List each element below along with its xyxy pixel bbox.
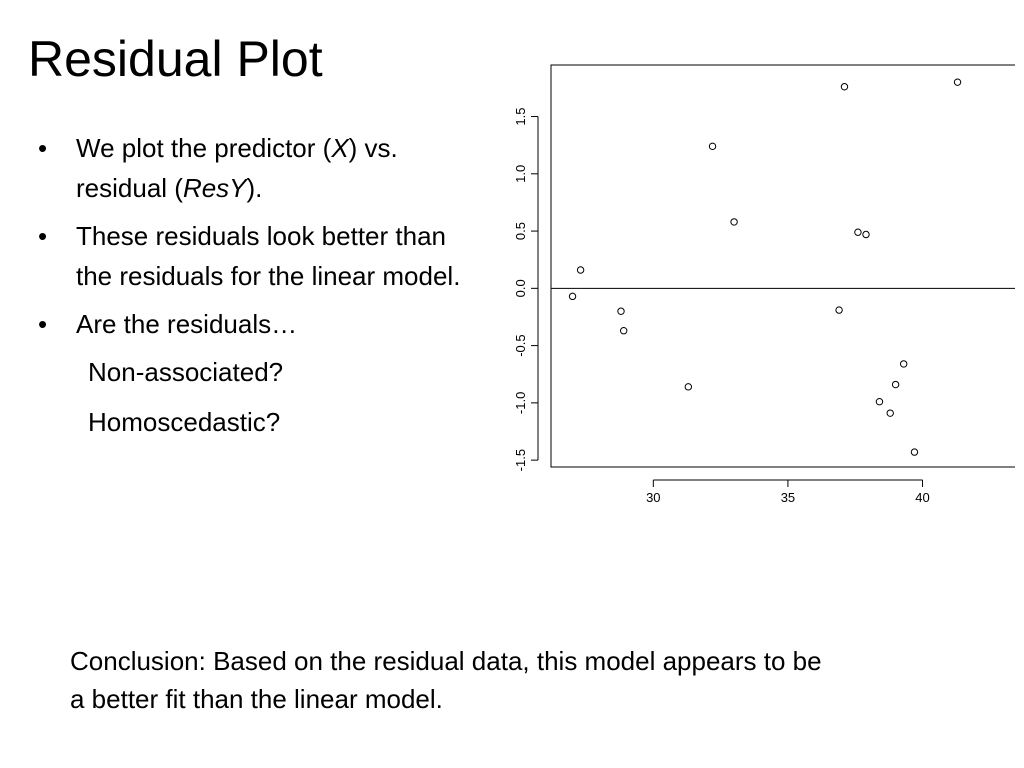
- scatter-point: [886, 409, 894, 417]
- bullet-dot-icon: •: [38, 309, 48, 339]
- y-tick-label: 0.0: [513, 279, 528, 297]
- y-tick-label: 1.5: [513, 107, 528, 125]
- bullet-text: These residuals look better than the res…: [76, 221, 461, 291]
- y-tick-label: 0.5: [513, 222, 528, 240]
- scatter-point: [619, 327, 628, 335]
- bullet-item-2: • These residuals look better than the r…: [38, 216, 478, 296]
- residual-scatter-plot: 30 35 40 -1.5 -1.0 -0.5 0.0 0.5 1.0 1.5: [513, 64, 1015, 505]
- bullet-item-3: • Are the residuals…: [38, 304, 478, 344]
- sub-item-homoscedastic: Homoscedastic?: [88, 407, 281, 437]
- sub-item-non-associated: Non-associated?: [88, 357, 284, 387]
- scatter-point: [862, 230, 870, 239]
- y-tick-label: 1.0: [513, 165, 528, 183]
- slide-title: Residual Plot: [28, 31, 323, 87]
- bullet-list: • We plot the predictor (X) vs. residual…: [38, 128, 478, 452]
- variable-resy: ResY: [182, 173, 247, 203]
- y-tick-label: -0.5: [513, 334, 528, 356]
- scatter-point: [708, 142, 717, 151]
- scatter-point: [835, 306, 843, 314]
- scatter-point: [568, 292, 577, 301]
- scatter-point: [910, 448, 919, 456]
- scatter-point: [730, 218, 738, 226]
- bullet-item-1: • We plot the predictor (X) vs. residual…: [38, 128, 478, 208]
- bullet-text: We plot the predictor (X) vs. residual (…: [76, 133, 398, 203]
- x-tick-label: 35: [781, 490, 795, 505]
- scatter-point: [576, 266, 585, 274]
- y-tick-label: -1.0: [513, 392, 528, 414]
- scatter-point: [840, 83, 849, 91]
- x-tick-label: 40: [915, 490, 929, 505]
- bullet-dot-icon: •: [38, 221, 48, 251]
- y-tick-label: -1.5: [513, 449, 528, 471]
- plot-frame: [550, 64, 1015, 468]
- scatter-point: [899, 360, 908, 368]
- scatter-point: [617, 307, 625, 315]
- bullet-text: Are the residuals…: [76, 309, 298, 339]
- scatter-point: [684, 383, 693, 391]
- variable-x: X: [331, 133, 349, 163]
- scatter-point: [854, 228, 862, 236]
- conclusion-text: Conclusion: Based on the residual data, …: [70, 646, 822, 714]
- bullet-dot-icon: •: [38, 133, 48, 163]
- scatter-point: [875, 398, 884, 406]
- x-tick-label: 30: [646, 490, 660, 505]
- scatter-point: [953, 78, 962, 86]
- scatter-point: [891, 380, 900, 389]
